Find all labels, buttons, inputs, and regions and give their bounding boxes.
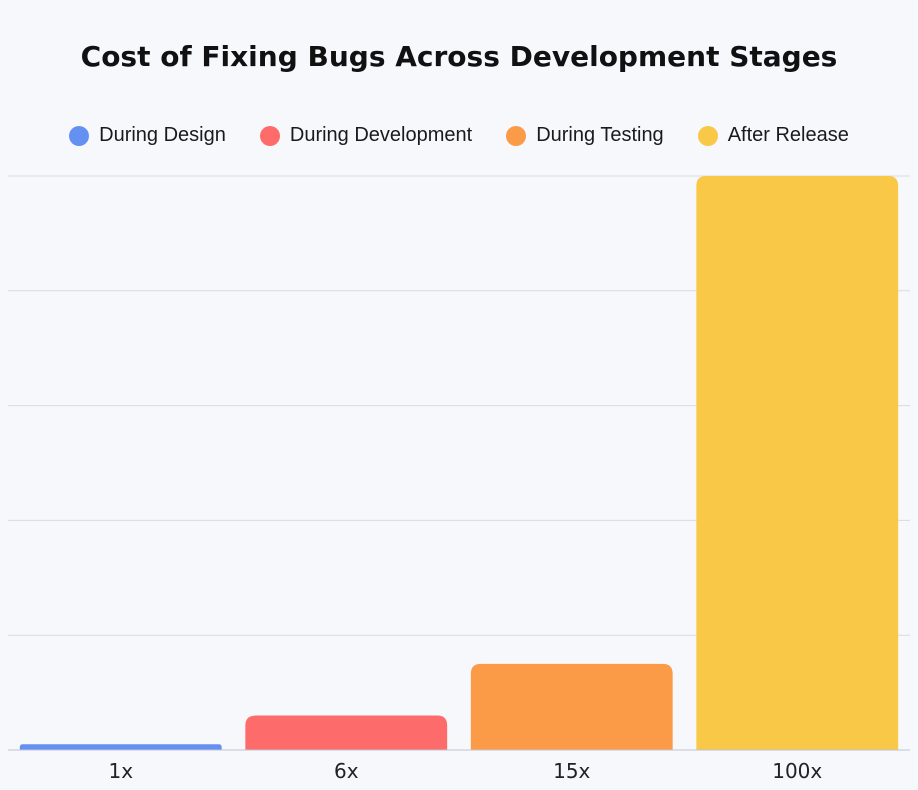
bar-3 (470, 663, 673, 750)
x-tick-label: 100x (772, 759, 822, 783)
legend-label-release: After Release (727, 124, 849, 146)
legend-item-testing[interactable]: During Testing (506, 124, 664, 147)
bar-2 (245, 715, 448, 750)
legend-item-design[interactable]: During Design (69, 124, 226, 147)
legend-swatch-testing (506, 125, 527, 146)
legend-label-development: During Development (289, 124, 473, 146)
legend-label-design: During Design (99, 124, 226, 146)
x-tick-label: 15x (553, 759, 590, 783)
x-tick-label: 1x (108, 759, 133, 783)
x-tick-label: 6x (334, 759, 359, 783)
bar-1 (19, 744, 222, 750)
legend-swatch-release (697, 125, 718, 146)
bar-4 (696, 176, 899, 750)
legend-item-development[interactable]: During Development (259, 124, 473, 147)
legend-item-release[interactable]: After Release (697, 124, 849, 147)
chart-title: Cost of Fixing Bugs Across Development S… (80, 40, 838, 73)
chart-legend: During Design During Development During … (0, 124, 918, 147)
legend-label-testing: During Testing (536, 124, 664, 146)
legend-swatch-development (259, 125, 280, 146)
legend-swatch-design (69, 125, 90, 146)
